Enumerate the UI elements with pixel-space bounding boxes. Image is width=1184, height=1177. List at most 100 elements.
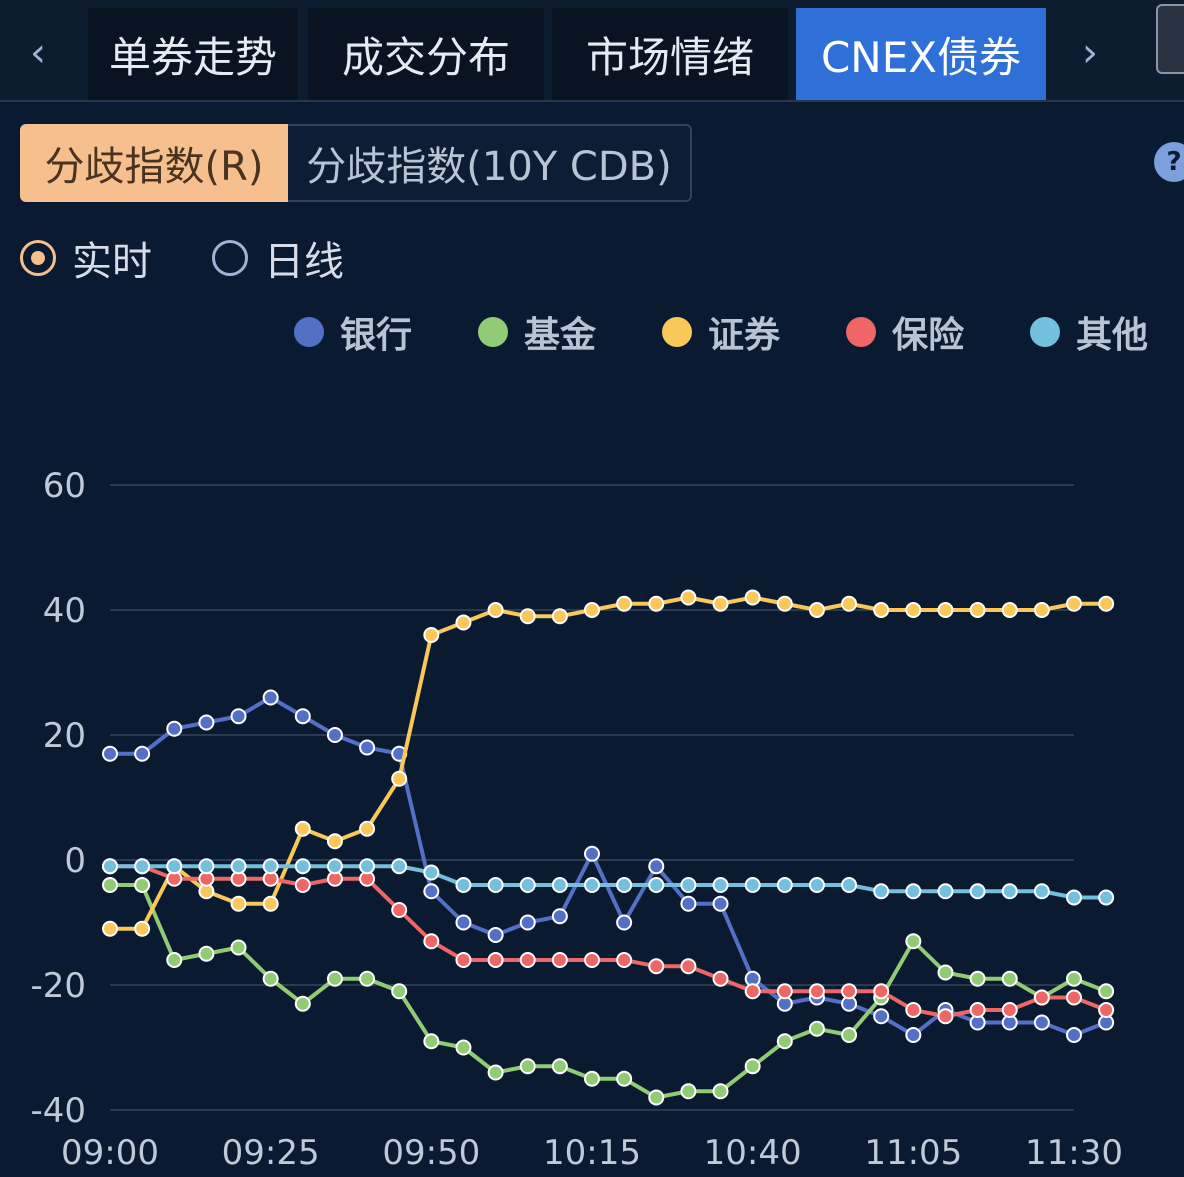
- data-point: [198, 945, 215, 962]
- data-point: [1098, 983, 1115, 1000]
- data-point: [905, 602, 922, 618]
- data-point: [551, 908, 568, 925]
- radio-daily-label: 日线: [264, 239, 344, 285]
- data-point: [551, 1058, 568, 1075]
- data-point: [166, 720, 183, 737]
- data-point: [1001, 883, 1018, 900]
- panel-edge: [1156, 4, 1184, 74]
- data-point: [648, 1089, 665, 1106]
- data-point: [905, 1002, 922, 1018]
- data-point: [455, 614, 472, 631]
- data-point: [326, 970, 343, 987]
- data-point: [519, 1058, 536, 1075]
- tab-single-bond-trend[interactable]: 单券走势: [88, 8, 298, 100]
- data-point: [102, 745, 118, 762]
- data-point: [744, 1058, 761, 1075]
- data-point: [1001, 1002, 1018, 1018]
- legend-dot-icon: [662, 317, 692, 347]
- data-point: [841, 1027, 858, 1043]
- legend-label: 基金: [524, 315, 597, 356]
- data-point: [808, 1020, 825, 1037]
- data-point: [648, 958, 665, 975]
- data-point: [423, 1033, 440, 1050]
- segment-divergence-r[interactable]: 分歧指数(R): [20, 124, 288, 202]
- data-point: [808, 602, 825, 618]
- data-point: [102, 858, 118, 875]
- series-line-1: [110, 883, 1107, 1100]
- legend-item-other[interactable]: 其他: [1030, 306, 1148, 358]
- data-point: [680, 1083, 697, 1100]
- legend-dot-icon: [1030, 317, 1060, 347]
- help-icon[interactable]: ?: [1154, 142, 1184, 182]
- data-point: [423, 933, 440, 950]
- legend-item-fund[interactable]: 基金: [478, 306, 596, 358]
- data-point: [391, 770, 408, 787]
- data-point: [873, 883, 890, 900]
- data-point: [937, 1008, 954, 1025]
- x-tick-label: 09:25: [222, 1133, 320, 1173]
- y-tick-label: 40: [43, 591, 86, 631]
- data-point: [776, 595, 793, 612]
- data-point: [1098, 1002, 1115, 1018]
- tab-market-sentiment[interactable]: 市场情绪: [552, 8, 788, 100]
- data-point: [294, 820, 311, 837]
- data-point: [680, 877, 697, 893]
- chevron-right-icon[interactable]: ›: [1082, 30, 1098, 76]
- data-point: [455, 952, 472, 968]
- tab-cnex-bond[interactable]: CNEX债券: [796, 8, 1046, 100]
- data-point: [584, 952, 600, 968]
- data-point: [391, 858, 408, 875]
- data-point: [166, 858, 183, 875]
- data-point: [359, 858, 376, 875]
- radio-daily[interactable]: 日线: [212, 232, 344, 285]
- data-point: [969, 1002, 986, 1018]
- data-point: [1066, 595, 1082, 612]
- data-point: [616, 952, 633, 968]
- x-tick-label: 11:05: [864, 1133, 962, 1173]
- data-point: [648, 595, 665, 612]
- data-point: [359, 970, 376, 987]
- data-point: [680, 958, 697, 975]
- chevron-left-icon[interactable]: ‹: [30, 30, 46, 76]
- x-tick-label: 10:15: [543, 1133, 641, 1173]
- legend-label: 其他: [1076, 315, 1149, 356]
- data-point: [294, 877, 311, 893]
- legend-dot-icon: [846, 317, 876, 347]
- radio-realtime[interactable]: 实时: [20, 232, 152, 285]
- data-point: [1001, 970, 1018, 987]
- data-point: [808, 877, 825, 893]
- radio-unchecked-icon: [212, 240, 248, 276]
- y-tick-label: 60: [43, 466, 86, 506]
- legend-item-securities[interactable]: 证券: [662, 306, 780, 358]
- data-point: [1033, 989, 1050, 1006]
- tab-trade-distribution[interactable]: 成交分布: [308, 8, 544, 100]
- data-point: [551, 877, 568, 893]
- data-point: [423, 864, 440, 881]
- legend-item-insurance[interactable]: 保险: [846, 306, 964, 358]
- data-point: [230, 895, 247, 912]
- data-point: [1066, 1027, 1082, 1043]
- data-point: [616, 1070, 633, 1087]
- data-point: [905, 1027, 922, 1043]
- data-point: [616, 877, 633, 893]
- data-point: [776, 1033, 793, 1050]
- data-point: [1033, 602, 1050, 618]
- data-point: [680, 589, 697, 606]
- data-point: [134, 745, 151, 762]
- segment-divergence-10y-cdb[interactable]: 分歧指数(10Y CDB): [288, 124, 692, 202]
- data-point: [937, 964, 954, 981]
- data-point: [712, 895, 729, 912]
- data-point: [551, 608, 568, 625]
- data-point: [134, 920, 151, 937]
- x-tick-label: 09:50: [382, 1133, 480, 1173]
- data-point: [262, 895, 279, 912]
- data-point: [841, 983, 858, 1000]
- legend-label: 银行: [340, 315, 413, 356]
- data-point: [166, 952, 183, 968]
- legend-item-bank[interactable]: 银行: [294, 306, 412, 358]
- data-point: [1033, 1014, 1050, 1031]
- tab-bar: ‹ 单券走势 成交分布 市场情绪 CNEX债券 ›: [0, 0, 1184, 102]
- data-point: [198, 858, 215, 875]
- legend-label: 证券: [708, 315, 781, 356]
